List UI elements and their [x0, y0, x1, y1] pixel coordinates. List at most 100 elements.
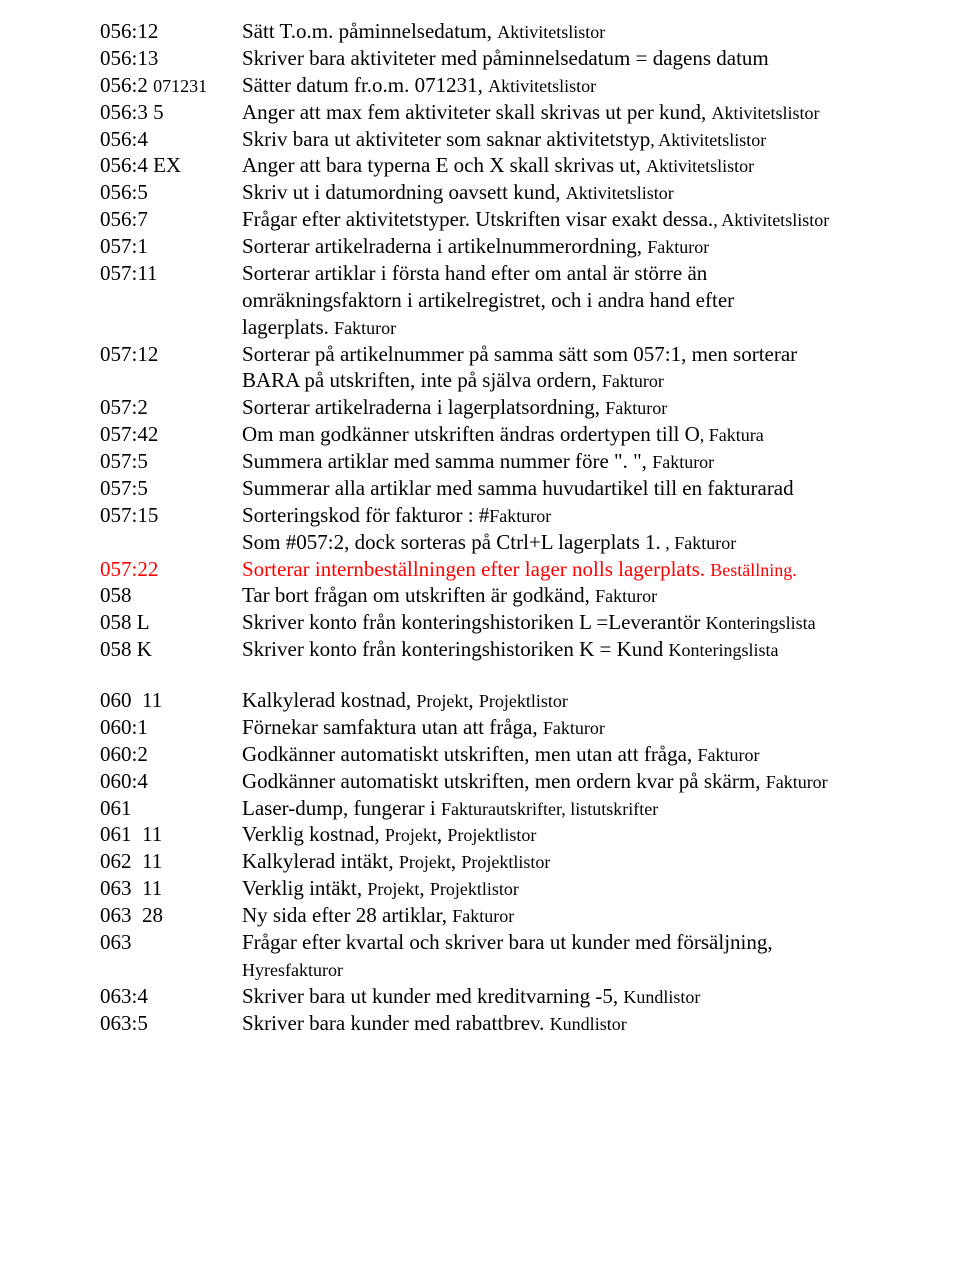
- entry-description: Skriv bara ut aktiviteter som saknar akt…: [242, 126, 920, 153]
- entry-description: Kalkylerad kostnad, Projekt, Projektlist…: [242, 687, 920, 714]
- text-small: Konteringslista: [706, 613, 816, 633]
- text-small: Fakturor: [766, 772, 828, 792]
- text: ,: [468, 688, 479, 712]
- entry-code: 056:4: [100, 126, 242, 153]
- entry-row: 061Laser-dump, fungerar i Fakturautskrif…: [100, 795, 920, 822]
- entry-code: 056:3 5: [100, 99, 242, 126]
- entry-description: Laser-dump, fungerar i Fakturautskrifter…: [242, 795, 920, 822]
- entry-code: 063:5: [100, 1010, 242, 1037]
- entry-row: 056:7Frågar efter aktivitetstyper. Utskr…: [100, 206, 920, 233]
- entry-description: Frågar efter aktivitetstyper. Utskriften…: [242, 206, 920, 233]
- text-small: Fakturor: [605, 398, 667, 418]
- text-small: Fakturor: [652, 452, 714, 472]
- entry-code: 056:4 EX: [100, 152, 242, 179]
- continuation-line: Som #057:2, dock sorteras på Ctrl+L lage…: [242, 529, 920, 556]
- entry-description: Skriver bara ut kunder med kreditvarning…: [242, 983, 920, 1010]
- entry-description: Godkänner automatiskt utskriften, men ut…: [242, 741, 920, 768]
- entry-description: Sorterar artiklar i första hand efter om…: [242, 260, 920, 287]
- text-small: Fakturor: [543, 718, 605, 738]
- entry-code: 060:4: [100, 768, 242, 795]
- entry-code: 056:13: [100, 45, 242, 72]
- text: BARA på utskriften, inte på själva order…: [242, 368, 602, 392]
- text-small: Kundlistor: [623, 987, 700, 1007]
- text-small: Projekt: [385, 825, 437, 845]
- text: Skriver bara ut kunder med kreditvarning…: [242, 984, 623, 1008]
- entry-description: Summera artiklar med samma nummer före "…: [242, 448, 920, 475]
- text-small: , Fakturor: [661, 533, 737, 553]
- text-small: Fakturor: [602, 371, 664, 391]
- text-small: Kundlistor: [550, 1014, 627, 1034]
- entry-description: Sorterar artikelraderna i lagerplatsordn…: [242, 394, 920, 421]
- entry-row: 063:4Skriver bara ut kunder med kreditva…: [100, 983, 920, 1010]
- entry-row: 060:1Förnekar samfaktura utan att fråga,…: [100, 714, 920, 741]
- text-small: Fakturautskrifter, listutskrifter: [441, 799, 658, 819]
- text: Förnekar samfaktura utan att fråga,: [242, 715, 543, 739]
- text-small: Fakturor: [697, 745, 759, 765]
- text-small: Konteringslista: [669, 640, 779, 660]
- entry-row: 062 11Kalkylerad intäkt, Projekt, Projek…: [100, 848, 920, 875]
- entry-row: 056:2 071231 Sätter datum fr.o.m. 071231…: [100, 72, 920, 99]
- entry-description: Anger att bara typerna E och X skall skr…: [242, 152, 920, 179]
- text: Ny sida efter 28 artiklar,: [242, 903, 452, 927]
- entry-code: 056:5: [100, 179, 242, 206]
- entry-description: Sorterar på artikelnummer på samma sätt …: [242, 341, 920, 368]
- continuation-line: Hyresfakturor: [242, 956, 920, 983]
- entry-description: Förnekar samfaktura utan att fråga, Fakt…: [242, 714, 920, 741]
- entry-description: Tar bort frågan om utskriften är godkänd…: [242, 582, 920, 609]
- text-small: Fakturor: [647, 237, 709, 257]
- entry-description: Skriver bara aktiviteter med påminnelsed…: [242, 45, 920, 72]
- text: Godkänner automatiskt utskriften, men or…: [242, 769, 766, 793]
- text: ,: [451, 849, 462, 873]
- entry-description: Verklig intäkt, Projekt, Projektlistor: [242, 875, 920, 902]
- entry-row: 058 KSkriver konto från konteringshistor…: [100, 636, 920, 663]
- text-small: Projektlistor: [430, 879, 519, 899]
- text-small: Beställning.: [710, 560, 797, 580]
- text-small: Aktivitetslistor: [711, 103, 819, 123]
- text: Frågar efter aktivitetstyper. Utskriften…: [242, 207, 713, 231]
- entry-row: 056:13Skriver bara aktiviteter med påmin…: [100, 45, 920, 72]
- entry-row: 056:4 EXAnger att bara typerna E och X s…: [100, 152, 920, 179]
- text-small: , Faktura: [700, 425, 764, 445]
- text-small: Projektlistor: [447, 825, 536, 845]
- entry-code: 063 11: [100, 875, 242, 902]
- continuation-line: omräkningsfaktorn i artikelregistret, oc…: [242, 287, 920, 314]
- entry-code: 057:15: [100, 502, 242, 529]
- text-small: Projekt: [416, 691, 468, 711]
- text: Kalkylerad intäkt,: [242, 849, 399, 873]
- entry-code: 057:42: [100, 421, 242, 448]
- text: Sätt T.o.m. påminnelsedatum,: [242, 19, 497, 43]
- text-small: 071231: [153, 76, 207, 96]
- text: Skriver bara aktiviteter med påminnelsed…: [242, 46, 769, 70]
- entry-code: 060:2: [100, 741, 242, 768]
- text: Sätter datum fr.o.m. 071231,: [242, 73, 488, 97]
- text: Sorterar på artikelnummer på samma sätt …: [242, 342, 797, 366]
- text: Skriver konto från konteringshistoriken …: [242, 637, 669, 661]
- entry-description: Godkänner automatiskt utskriften, men or…: [242, 768, 920, 795]
- text-small: Projekt: [367, 879, 419, 899]
- text: Sorterar internbeställningen efter lager…: [242, 557, 710, 581]
- text-small: Projekt: [399, 852, 451, 872]
- entry-code: 057:22: [100, 556, 242, 583]
- entry-row: 058 LSkriver konto från konteringshistor…: [100, 609, 920, 636]
- text: Som #057:2, dock sorteras på Ctrl+L lage…: [242, 530, 661, 554]
- text: Sorterar artikelraderna i artikelnummero…: [242, 234, 647, 258]
- blank-line: [100, 663, 920, 687]
- entry-row: 060 11Kalkylerad kostnad, Projekt, Proje…: [100, 687, 920, 714]
- entry-code: 056:7: [100, 206, 242, 233]
- text: Summerar alla artiklar med samma huvudar…: [242, 476, 794, 500]
- entry-code: 058: [100, 582, 242, 609]
- entry-row: 063Frågar efter kvartal och skriver bara…: [100, 929, 920, 956]
- entry-code: 056:12: [100, 18, 242, 45]
- entry-row: 057:1Sorterar artikelraderna i artikelnu…: [100, 233, 920, 260]
- entry-row: 057:12Sorterar på artikelnummer på samma…: [100, 341, 920, 368]
- entry-code: 057:11: [100, 260, 242, 287]
- text-small: , Aktivitetslistor: [713, 210, 829, 230]
- entry-code: 062 11: [100, 848, 242, 875]
- entry-code: 057:5: [100, 475, 242, 502]
- entry-description: Ny sida efter 28 artiklar, Fakturor: [242, 902, 920, 929]
- entry-row: 056:3 5Anger att max fem aktiviteter ska…: [100, 99, 920, 126]
- continuation-line: BARA på utskriften, inte på själva order…: [242, 367, 920, 394]
- entry-row: 057:11Sorterar artiklar i första hand ef…: [100, 260, 920, 287]
- text: Skriv bara ut aktiviteter som saknar akt…: [242, 127, 650, 151]
- entry-code: 063: [100, 929, 242, 956]
